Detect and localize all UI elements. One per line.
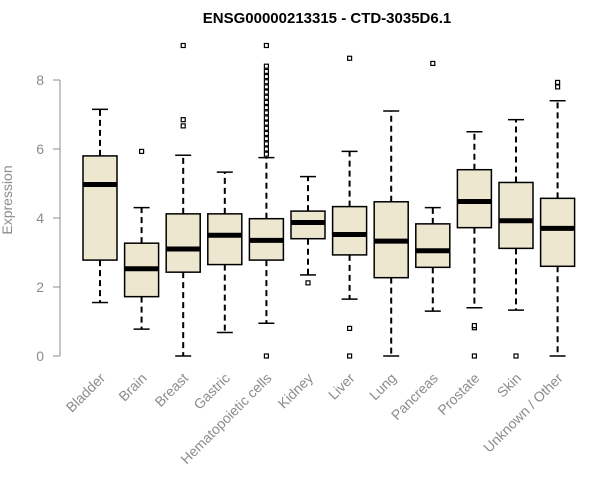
box-group [456, 131, 493, 359]
outlier-point [263, 42, 269, 49]
y-tick-label: 6 [36, 141, 44, 157]
box-group [373, 110, 409, 357]
iqr-box [82, 155, 118, 261]
x-tick-label: Unknown / Other [480, 370, 566, 456]
iqr-box [165, 213, 201, 273]
y-tick-label: 0 [36, 348, 44, 364]
box-group [82, 108, 118, 304]
x-tick-label: Breast [151, 370, 191, 410]
outlier-point [263, 94, 269, 100]
outlier-point [347, 55, 353, 61]
outlier-point [471, 353, 477, 359]
outlier-point [263, 110, 269, 116]
y-tick-label: 2 [36, 279, 44, 295]
x-tick-label: Kidney [275, 370, 317, 412]
outlier-point [263, 63, 269, 69]
box-group [123, 148, 160, 330]
box-group [498, 118, 534, 359]
x-tick-label: Lung [366, 370, 399, 403]
outlier-point [347, 325, 353, 331]
iqr-box [415, 223, 451, 269]
chart-title: ENSG00000213315 - CTD-3035D6.1 [203, 10, 451, 27]
box-group [207, 171, 243, 334]
outlier-point [263, 73, 269, 80]
outlier-point [263, 130, 269, 137]
outlier-point [180, 117, 186, 123]
iqr-box [207, 213, 243, 266]
outlier-point [513, 353, 519, 359]
outlier-point [263, 99, 269, 106]
box-group [331, 55, 368, 359]
outlier-point [305, 280, 311, 286]
outlier-point [139, 148, 145, 155]
x-tick-label: Brain [115, 370, 149, 404]
outlier-point [263, 115, 269, 121]
iqr-box [456, 168, 493, 229]
outlier-point [263, 89, 269, 95]
box-group [165, 42, 201, 357]
outlier-point [263, 68, 269, 74]
box-group [248, 42, 285, 359]
outlier-point [430, 60, 436, 67]
y-tick-label: 8 [36, 72, 44, 88]
outlier-point [180, 42, 186, 49]
outlier-point [180, 123, 186, 129]
outlier-point [263, 353, 269, 359]
outlier-point [347, 353, 353, 359]
box-group [539, 79, 576, 357]
outlier-point [263, 136, 269, 142]
outlier-point [263, 125, 269, 131]
outlier-point [263, 79, 269, 85]
x-tick-label: Prostate [434, 370, 482, 418]
y-axis: 0 2 4 6 8 [36, 72, 61, 364]
box-group [290, 175, 326, 286]
outlier-point [263, 120, 269, 126]
iqr-box [498, 181, 534, 250]
boxes-layer [82, 42, 576, 359]
outlier-point [471, 323, 477, 329]
outlier-point [263, 146, 269, 152]
iqr-box [539, 197, 576, 268]
outlier-point [263, 84, 269, 90]
iqr-box [331, 205, 368, 256]
outlier-point [263, 104, 269, 111]
outlier-point [263, 151, 269, 157]
x-tick-label: Bladder [63, 370, 109, 416]
x-tick-label: Skin [494, 370, 525, 401]
outlier-point [554, 84, 561, 90]
box-group [415, 60, 451, 312]
outlier-point [554, 79, 561, 86]
x-tick-label: Liver [325, 370, 358, 403]
y-axis-label: Expression [0, 165, 15, 234]
outlier-point [263, 141, 269, 147]
y-tick-label: 4 [36, 210, 44, 226]
